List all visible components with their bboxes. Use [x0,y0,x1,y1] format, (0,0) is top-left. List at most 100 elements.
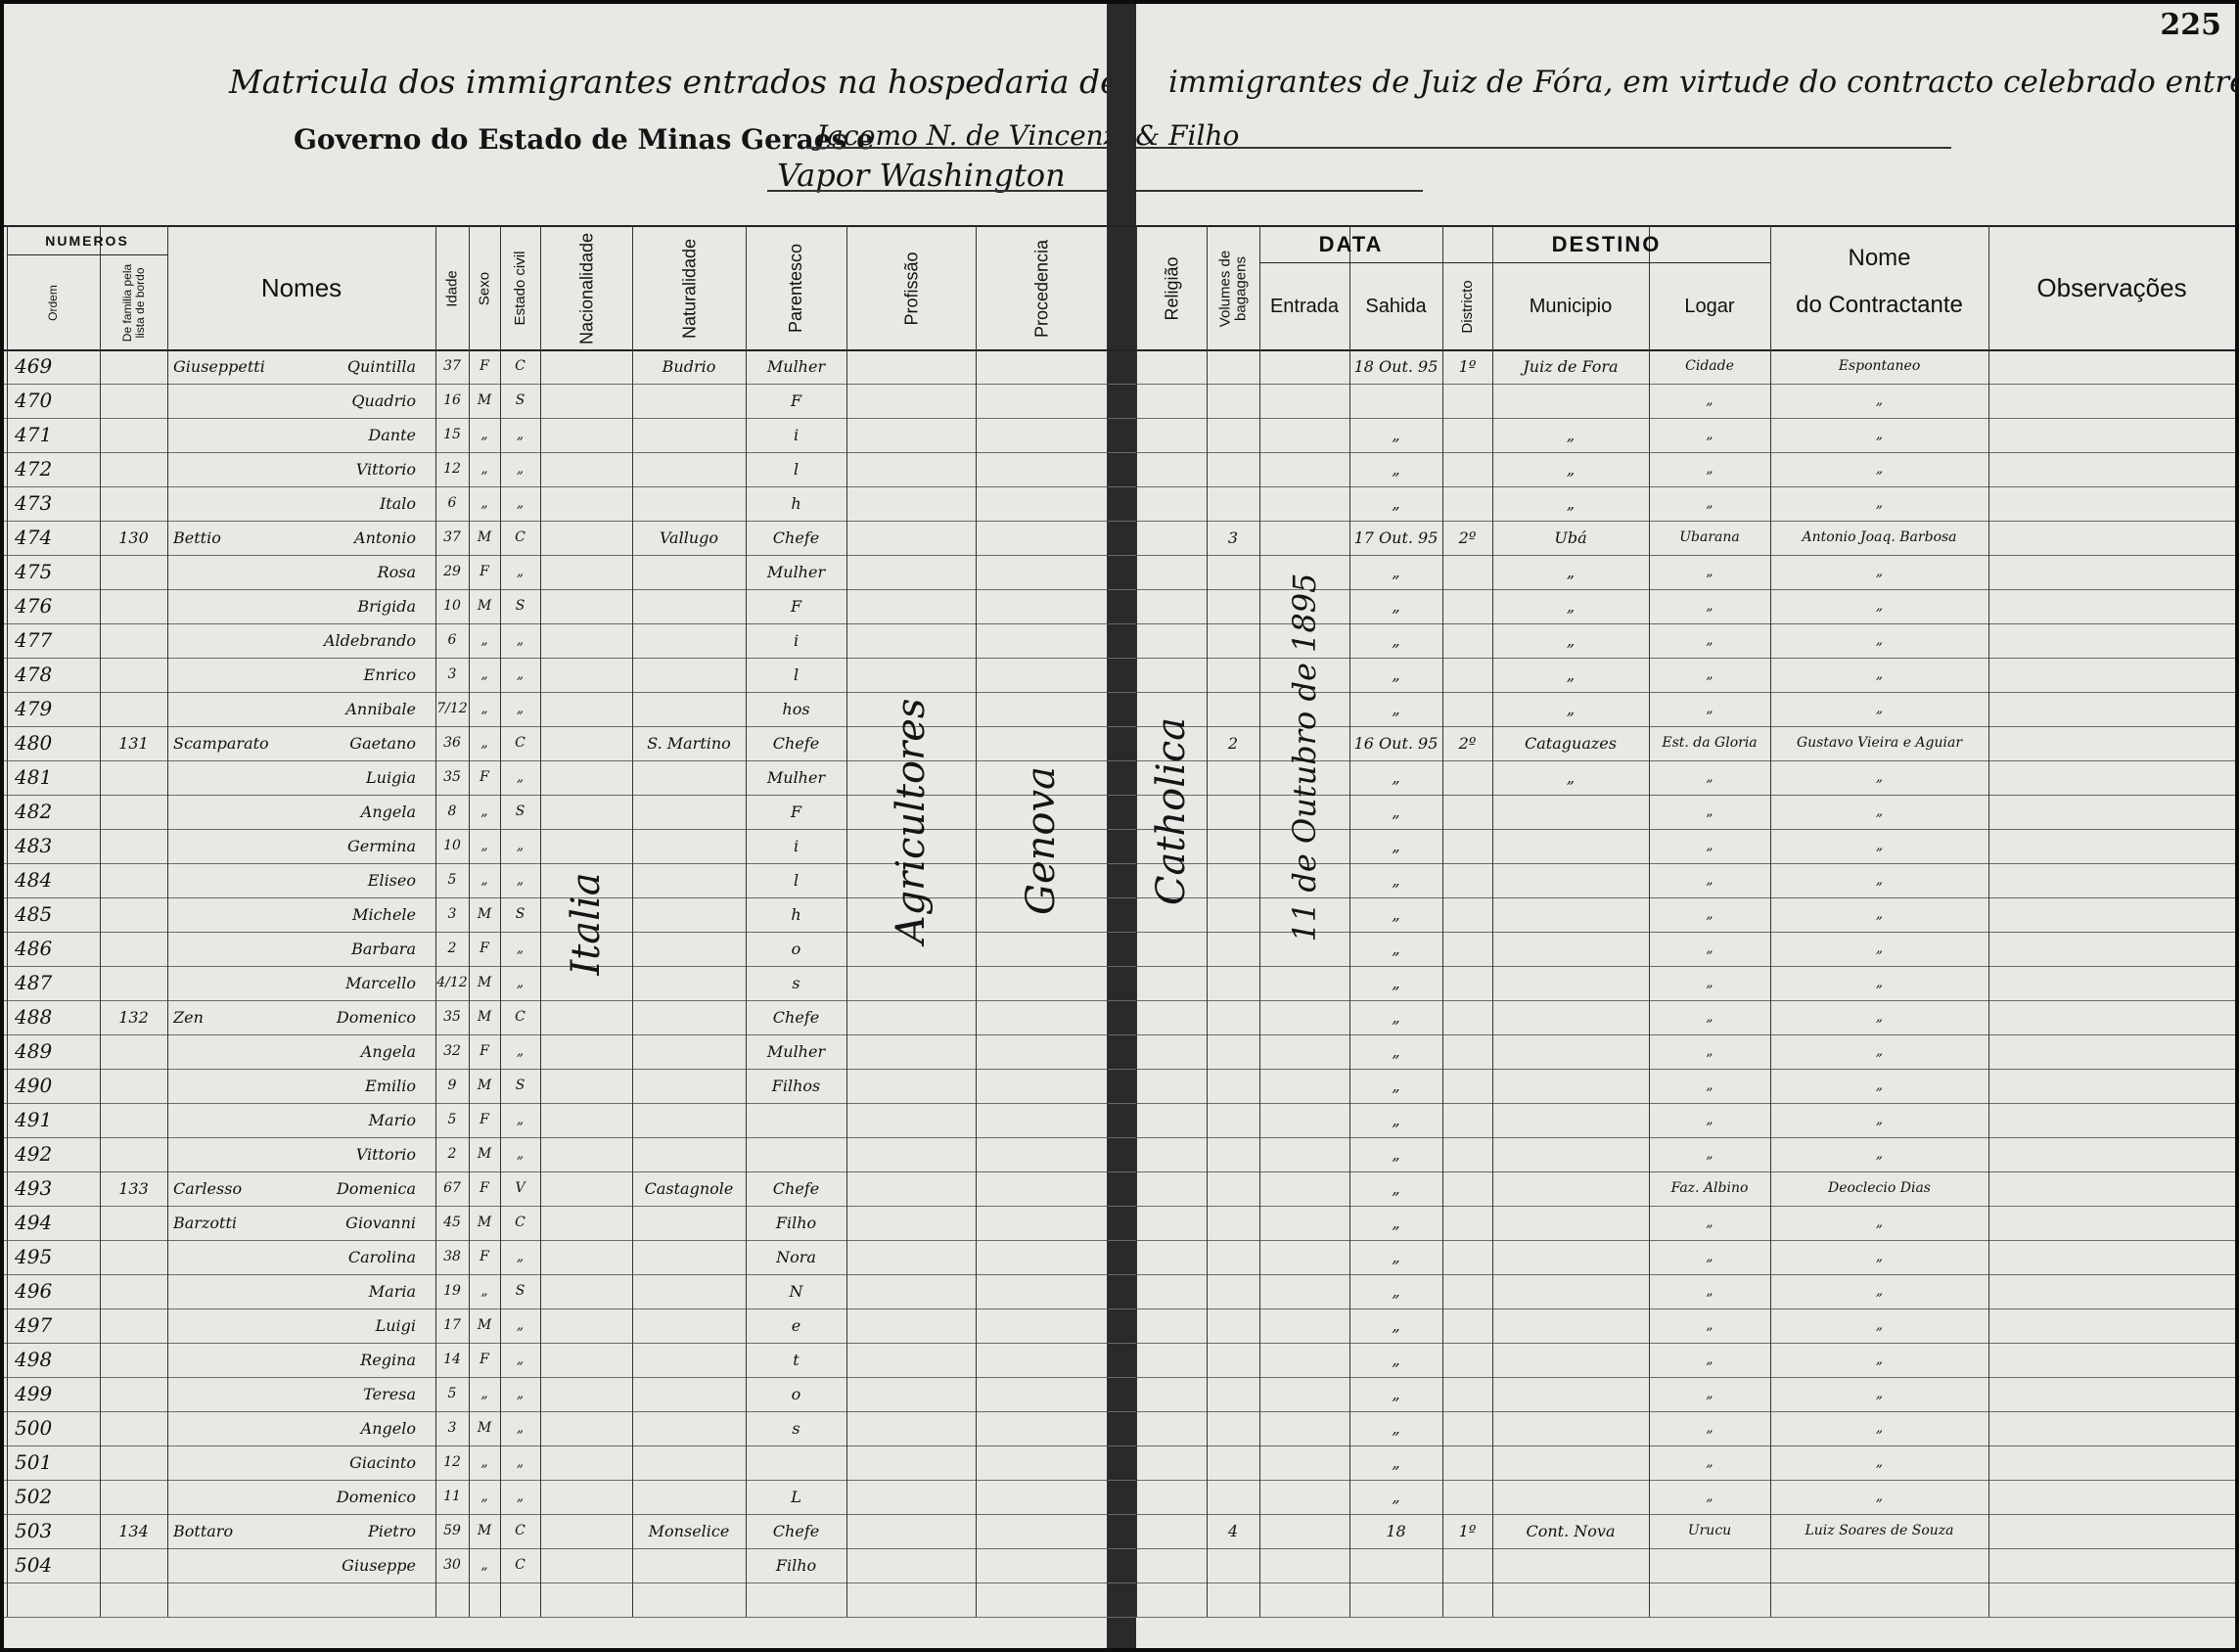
column-rule [540,225,541,1617]
row-cell: 490 [15,1074,53,1097]
row-cell: „ [1392,768,1400,787]
row-cell: „ [1706,666,1714,682]
row-cell: Espontaneo [1838,358,1921,374]
row-cell: „ [1875,975,1884,990]
row-cell: Scamparato [173,734,269,753]
row-cell: Domenica [336,1179,416,1198]
row-cell: „ [1392,1042,1400,1061]
column-header: Entrada [1269,296,1340,317]
row-cell: „ [1706,1283,1714,1299]
row-cell: „ [480,803,488,819]
row-cell: Mulher [766,1042,826,1061]
row-cell: „ [516,1249,525,1264]
column-rule [167,225,168,1617]
row-cell: Antonio Joaq. Barbosa [1802,529,1957,545]
row-cell: „ [1875,495,1884,511]
column-header: De familia pela lista de bordo [119,263,147,343]
row-cell: Filho [775,1556,817,1575]
row-cell: M [477,1523,492,1538]
row-cell: „ [516,1454,525,1470]
row-cell: 488 [15,1005,53,1029]
row-cell: i [793,631,800,650]
row-cell: „ [480,1283,488,1299]
row-cell: Ubá [1554,528,1587,547]
row-cell: M [477,975,492,990]
row-rule [4,863,2235,864]
column-header: Observações [2036,273,2187,302]
row-cell: „ [516,632,525,648]
row-cell: „ [1392,1111,1400,1129]
row-cell: 7/12 [436,701,468,716]
row-cell: Barzotti [173,1214,237,1232]
row-cell: 484 [15,868,53,892]
row-cell: „ [1875,1249,1884,1264]
row-cell: F [480,1112,489,1127]
column-rule [1259,225,1260,1617]
row-cell: 501 [15,1450,53,1474]
row-cell: „ [1706,975,1714,990]
row-cell: s [792,1419,800,1438]
row-cell: „ [1392,631,1400,650]
row-cell: „ [1392,1248,1400,1266]
row-cell: „ [1392,563,1400,581]
row-cell: 470 [15,389,53,412]
row-cell: o [791,940,801,958]
row-cell: 480 [15,731,53,755]
row-rule [4,1617,2235,1618]
row-cell: „ [1875,598,1884,614]
row-cell: 37 [443,358,461,374]
row-cell: „ [1392,905,1400,924]
row-cell: „ [516,941,525,956]
row-cell: 10 [443,838,461,853]
row-cell: „ [480,735,488,751]
group-rule [1442,262,1770,263]
row-cell: „ [1566,563,1576,581]
row-cell: h [791,905,801,924]
row-cell: F [480,1249,489,1264]
row-cell: 35 [443,769,461,785]
row-cell: 487 [15,971,53,994]
header-bottom-rule [4,349,2235,351]
row-cell: „ [480,461,488,477]
column-header: Parentesco [786,243,806,334]
column-rule [500,225,501,1617]
row-cell: Chefe [772,1008,820,1027]
row-cell: 469 [15,354,53,378]
row-cell: 475 [15,560,53,583]
column-rule [1770,225,1771,1617]
row-cell: Barbara [351,940,416,958]
row-cell: Mulher [766,563,826,581]
row-cell: S. Martino [647,734,731,753]
row-cell: 4 [1227,1522,1239,1540]
row-cell: „ [1706,701,1714,716]
row-cell: 3 [447,666,457,682]
row-cell: „ [1875,427,1884,442]
row-cell: F [480,1180,489,1196]
row-cell: „ [1706,1112,1714,1127]
column-header: Naturalidade [678,238,699,339]
row-cell: i [793,426,800,444]
row-cell: „ [1392,1351,1400,1369]
row-cell: Carolina [347,1248,416,1266]
underline [767,190,1423,192]
row-rule [4,555,2235,556]
column-rule [1649,225,1650,1617]
row-cell: „ [1706,1386,1714,1401]
row-cell: „ [1875,1112,1884,1127]
row-cell: Chefe [772,734,820,753]
row-cell: F [790,597,802,616]
row-cell: 9 [447,1078,457,1093]
row-cell: „ [1392,1008,1400,1027]
row-cell: C [515,1557,525,1573]
row-cell: „ [1875,1078,1884,1093]
row-cell: S [515,1283,525,1299]
row-cell: 131 [118,734,149,753]
column-header: Logar [1684,296,1735,317]
column-header: Sahida [1365,296,1427,317]
row-cell: „ [1706,1043,1714,1059]
column-header: Idade [443,269,461,307]
row-cell: 2º [1458,528,1477,547]
row-cell: Teresa [363,1385,416,1403]
row-cell: „ [1706,941,1714,956]
group-rule [7,254,167,255]
